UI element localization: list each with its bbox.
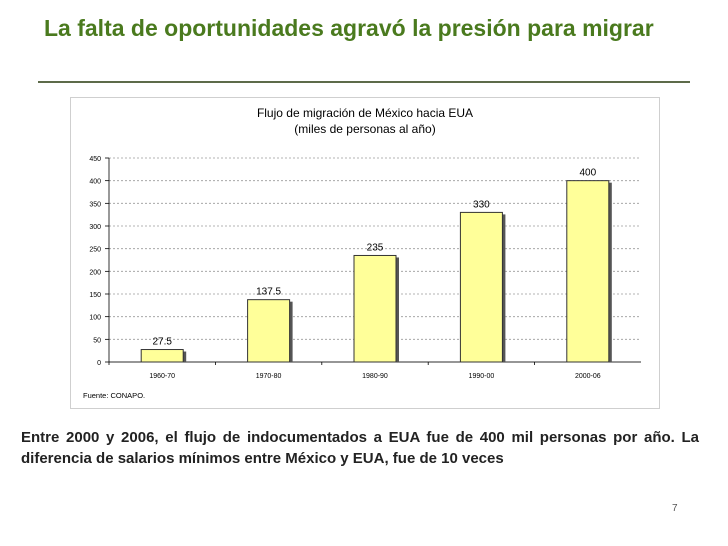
y-tick-label: 0 xyxy=(97,360,101,367)
x-tick-label: 1980-90 xyxy=(362,373,388,380)
data-label: 330 xyxy=(473,199,490,210)
x-tick-label: 1960-70 xyxy=(149,373,175,380)
y-tick-label: 300 xyxy=(89,224,101,231)
x-tick-label: 1970-80 xyxy=(256,373,282,380)
y-tick-label: 350 xyxy=(89,201,101,208)
data-label: 400 xyxy=(579,168,596,179)
y-tick-label: 200 xyxy=(89,269,101,276)
body-text: Entre 2000 y 2006, el flujo de indocumen… xyxy=(21,429,699,467)
data-label: 235 xyxy=(367,242,384,253)
y-tick-label: 50 xyxy=(93,337,101,344)
y-tick-label: 400 xyxy=(89,179,101,186)
chart-subtitle: (miles de personas al año) xyxy=(294,122,436,136)
y-tick-label: 450 xyxy=(89,156,101,163)
bar xyxy=(566,180,610,363)
chart-frame: Flujo de migración de México hacia EUA (… xyxy=(70,97,660,409)
chart-source: Fuente: CONAPO. xyxy=(83,391,146,400)
bar xyxy=(140,349,184,363)
x-tick-label: 2000-06 xyxy=(575,373,601,380)
bar xyxy=(353,254,397,363)
y-tick-label: 100 xyxy=(89,315,101,322)
x-tick-label: 1990-00 xyxy=(469,373,495,380)
y-tick-label: 150 xyxy=(89,292,101,299)
y-tick-label: 250 xyxy=(89,247,101,254)
slide-title: La falta de oportunidades agravó la pres… xyxy=(44,15,654,41)
page-number: 7 xyxy=(672,503,678,514)
chart-title: Flujo de migración de México hacia EUA xyxy=(256,106,474,120)
data-label: 27.5 xyxy=(152,337,172,348)
bar xyxy=(247,299,291,363)
data-label: 137.5 xyxy=(256,287,281,298)
bar-chart: 0 50 100 150 200 250 300 350 400 450 27.5 1960-70 13… xyxy=(89,156,641,380)
bar xyxy=(459,211,503,363)
title-divider xyxy=(38,81,690,83)
